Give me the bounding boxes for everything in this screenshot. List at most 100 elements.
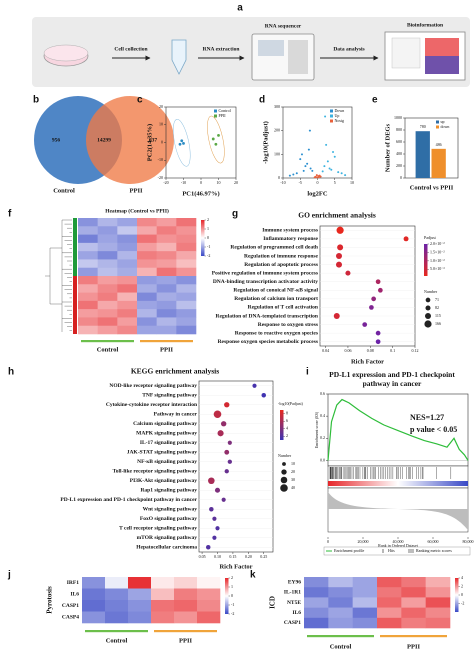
y-tick-label: Rap1 signaling pathway — [140, 488, 197, 494]
heat-cell — [401, 607, 426, 619]
x-tick-label: 60,000 — [428, 539, 439, 545]
dot — [206, 545, 211, 550]
colorbar-label: 1 — [231, 584, 233, 589]
dot — [377, 287, 383, 293]
heat-cell — [156, 325, 177, 335]
point — [333, 155, 336, 158]
heat-cell — [97, 300, 118, 310]
legend-label: Hits — [388, 548, 395, 553]
x-axis-label: log2FC — [307, 190, 328, 197]
y-tick-label: Hepatocellular carcinoma — [136, 545, 197, 551]
heat-cell — [82, 588, 106, 601]
size-label: 115 — [435, 313, 441, 318]
dot — [209, 507, 214, 512]
x-tick-label: 0.08 — [367, 348, 374, 353]
y-tick-label: 0.6 — [320, 391, 325, 396]
colorbar-label: -2 — [231, 611, 234, 616]
dot — [369, 305, 374, 310]
colorbar-label: 2 — [231, 575, 233, 580]
legend-title: Number — [278, 453, 292, 458]
point — [324, 115, 327, 118]
chart-title: KEGG enrichment analysis — [131, 367, 219, 376]
legend-title: Number — [424, 289, 438, 294]
dot — [345, 270, 351, 276]
dot — [336, 261, 342, 268]
heat-cell — [78, 218, 98, 227]
y-tick-label: mTOR signaling pathway — [137, 535, 198, 541]
heat-cell — [352, 617, 378, 629]
x-tick-label: 0.25 — [260, 554, 267, 559]
group-label: Control — [330, 643, 352, 650]
x-tick-label: 20 — [234, 180, 238, 185]
legend-swatch — [214, 109, 217, 113]
heat-cell — [97, 242, 118, 252]
colorbar-label: 1 — [207, 226, 209, 231]
colorbar-label: -2 — [461, 600, 464, 605]
y-tick-label: 100 — [274, 151, 280, 156]
point — [306, 162, 309, 165]
y-tick-label: T cell receptor signaling pathway — [119, 526, 197, 532]
heat-cell — [176, 292, 197, 302]
y-tick-label: 300 — [274, 104, 280, 109]
point — [315, 174, 318, 177]
y-tick-label: Regulation of programmed cell death — [230, 245, 318, 251]
chart-title: Heatmap (Control vs PPII) — [105, 207, 169, 214]
heat-cell — [78, 317, 98, 327]
dot — [375, 330, 381, 336]
legend-label: Enrichment profile — [334, 548, 365, 553]
x-tick-label: -5 — [299, 180, 302, 185]
dot — [261, 393, 266, 398]
y-tick-label: Regulation of DNA-templated transcriptio… — [215, 313, 318, 319]
panel-label: k — [250, 570, 256, 581]
legend-label: down — [441, 124, 450, 129]
x-tick-label: 0.05 — [199, 554, 206, 559]
colorbar-label: -2 — [207, 253, 210, 258]
y-tick-label: 600 — [396, 139, 402, 144]
heat-cell — [197, 600, 221, 612]
x-axis-label: Rank in Ordered Dataset — [378, 543, 419, 548]
heat-cell — [425, 597, 451, 608]
heat-cell — [174, 611, 198, 624]
size-label: 71 — [435, 297, 439, 302]
heat-cell — [117, 292, 138, 302]
x-tick-label: -10 — [181, 180, 186, 185]
y-tick-label: 10 — [159, 122, 163, 127]
legend-swatch — [330, 114, 333, 118]
colorbar — [455, 578, 459, 612]
heat-cell — [352, 607, 378, 619]
y-tick-label: 200 — [274, 128, 280, 133]
group-label: PPII — [179, 637, 192, 644]
step-label: Cell collection — [114, 46, 147, 52]
confidence-ellipse — [173, 119, 191, 167]
point — [292, 173, 295, 176]
bar — [431, 148, 446, 178]
heat-cell — [176, 242, 197, 252]
point — [304, 165, 307, 168]
heat-cell — [401, 587, 426, 598]
group-bar — [307, 635, 374, 638]
heat-cell — [197, 577, 221, 589]
point — [321, 170, 324, 173]
heat-cell — [117, 251, 138, 260]
heat-cell — [117, 300, 138, 310]
dot — [220, 421, 227, 427]
group-label: Control — [97, 346, 119, 353]
heat-cell — [97, 234, 118, 244]
legend-label: up — [441, 119, 445, 124]
panel-label: j — [7, 570, 11, 581]
row-label: CASP4 — [62, 615, 79, 621]
y-tick-label: IL-17 signaling pathway — [140, 440, 197, 446]
dot — [212, 516, 217, 521]
heat-cell — [137, 317, 157, 327]
group-bar — [140, 340, 193, 343]
legend-box — [323, 546, 471, 556]
heat-cell — [97, 226, 118, 235]
step-label: RNA extraction — [203, 46, 240, 52]
confidence-ellipse — [207, 115, 225, 164]
point — [307, 148, 310, 151]
dish-lid — [43, 44, 89, 62]
heat-cell — [137, 226, 157, 235]
bar — [415, 131, 430, 178]
dot — [375, 339, 381, 345]
y-tick-label: Immune system process — [262, 228, 318, 234]
